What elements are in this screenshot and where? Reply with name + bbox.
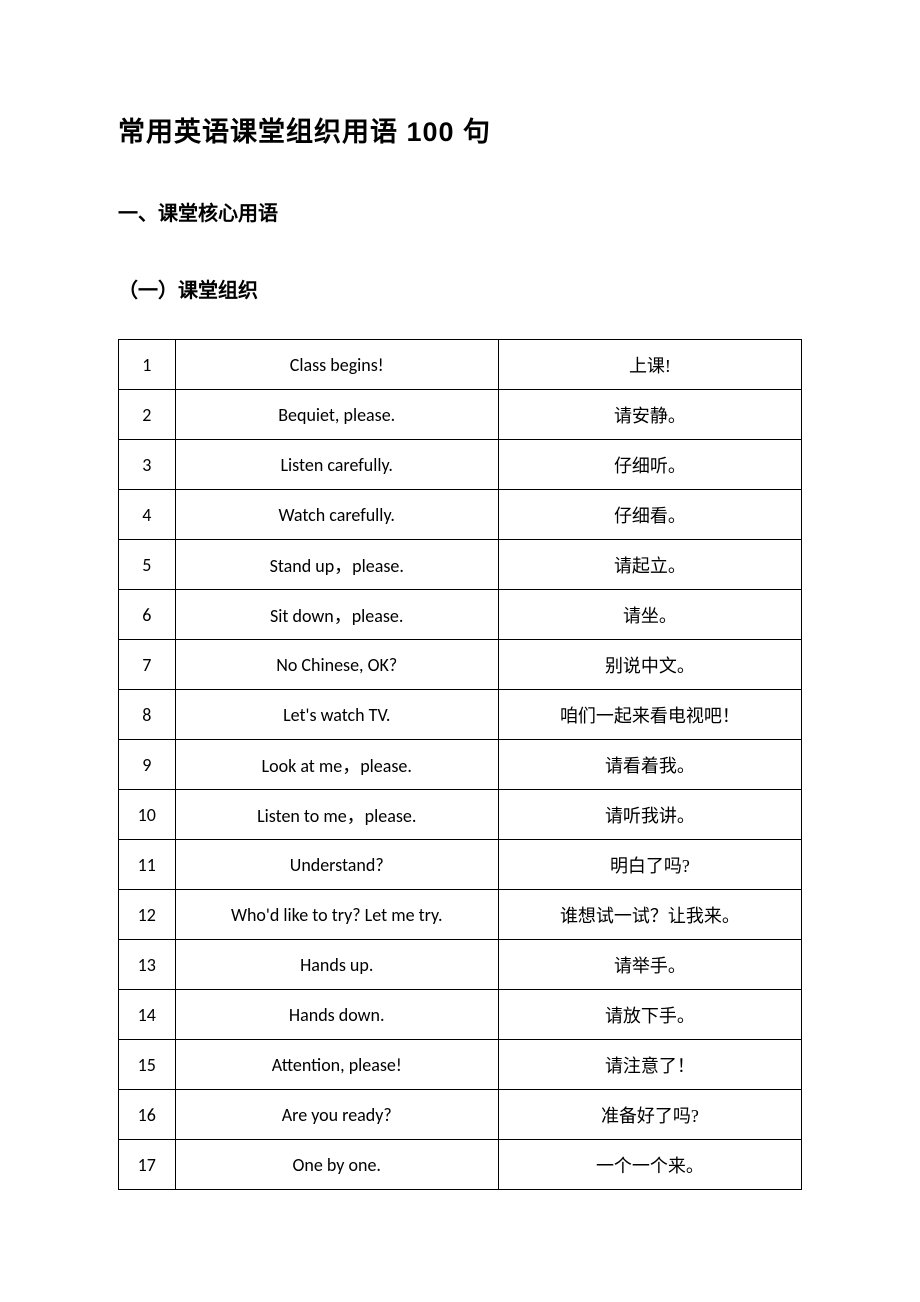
table-row: 15Attention, please!请注意了！ [119,1040,802,1090]
subsection-heading: （一）课堂组织 [118,274,802,303]
cell-chinese: 请举手。 [498,940,801,990]
phrases-table: 1Class begins!上课!2Bequiet, please.请安静。3L… [118,339,802,1190]
table-row: 11Understand?明白了吗? [119,840,802,890]
cell-number: 11 [119,840,176,890]
cell-chinese: 请听我讲。 [498,790,801,840]
cell-chinese: 明白了吗? [498,840,801,890]
cell-english: Class begins! [175,340,498,390]
cell-number: 14 [119,990,176,1040]
table-row: 12Who'd like to try? Let me try.谁想试一试？让我… [119,890,802,940]
cell-chinese: 请看着我。 [498,740,801,790]
cell-chinese: 请放下手。 [498,990,801,1040]
table-row: 1Class begins!上课! [119,340,802,390]
cell-english: Hands down. [175,990,498,1040]
cell-chinese: 别说中文。 [498,640,801,690]
cell-number: 15 [119,1040,176,1090]
table-row: 9Look at me，please.请看着我。 [119,740,802,790]
cell-number: 4 [119,490,176,540]
cell-number: 7 [119,640,176,690]
cell-chinese: 一个一个来。 [498,1140,801,1190]
cell-chinese: 谁想试一试？让我来。 [498,890,801,940]
cell-english: Bequiet, please. [175,390,498,440]
cell-number: 16 [119,1090,176,1140]
cell-number: 17 [119,1140,176,1190]
page-title: 常用英语课堂组织用语 100 句 [118,110,802,149]
cell-english: Watch carefully. [175,490,498,540]
table-row: 8Let's watch TV.咱们一起来看电视吧！ [119,690,802,740]
table-row: 6Sit down，please.请坐。 [119,590,802,640]
cell-english: Look at me，please. [175,740,498,790]
cell-number: 3 [119,440,176,490]
table-body: 1Class begins!上课!2Bequiet, please.请安静。3L… [119,340,802,1190]
cell-english: Sit down，please. [175,590,498,640]
cell-chinese: 请注意了！ [498,1040,801,1090]
cell-number: 6 [119,590,176,640]
cell-english: Attention, please! [175,1040,498,1090]
cell-english: Listen to me，please. [175,790,498,840]
cell-number: 1 [119,340,176,390]
table-row: 10Listen to me，please.请听我讲。 [119,790,802,840]
cell-english: Hands up. [175,940,498,990]
cell-english: Are you ready? [175,1090,498,1140]
cell-chinese: 咱们一起来看电视吧！ [498,690,801,740]
table-row: 4Watch carefully.仔细看。 [119,490,802,540]
table-row: 13Hands up.请举手。 [119,940,802,990]
table-row: 7No Chinese, OK?别说中文。 [119,640,802,690]
section-heading: 一、课堂核心用语 [118,197,802,226]
cell-english: One by one. [175,1140,498,1190]
cell-english: No Chinese, OK? [175,640,498,690]
cell-chinese: 请起立。 [498,540,801,590]
cell-number: 12 [119,890,176,940]
cell-chinese: 请安静。 [498,390,801,440]
cell-number: 5 [119,540,176,590]
table-row: 14Hands down.请放下手。 [119,990,802,1040]
cell-number: 13 [119,940,176,990]
cell-chinese: 请坐。 [498,590,801,640]
cell-chinese: 上课! [498,340,801,390]
table-row: 2Bequiet, please.请安静。 [119,390,802,440]
cell-english: Listen carefully. [175,440,498,490]
cell-chinese: 仔细看。 [498,490,801,540]
table-row: 3Listen carefully.仔细听。 [119,440,802,490]
cell-chinese: 仔细听。 [498,440,801,490]
cell-english: Who'd like to try? Let me try. [175,890,498,940]
cell-english: Understand? [175,840,498,890]
cell-number: 10 [119,790,176,840]
cell-english: Let's watch TV. [175,690,498,740]
cell-number: 8 [119,690,176,740]
cell-number: 9 [119,740,176,790]
cell-number: 2 [119,390,176,440]
table-row: 5Stand up，please.请起立。 [119,540,802,590]
cell-chinese: 准备好了吗? [498,1090,801,1140]
cell-english: Stand up，please. [175,540,498,590]
table-row: 17One by one.一个一个来。 [119,1140,802,1190]
table-row: 16Are you ready?准备好了吗? [119,1090,802,1140]
